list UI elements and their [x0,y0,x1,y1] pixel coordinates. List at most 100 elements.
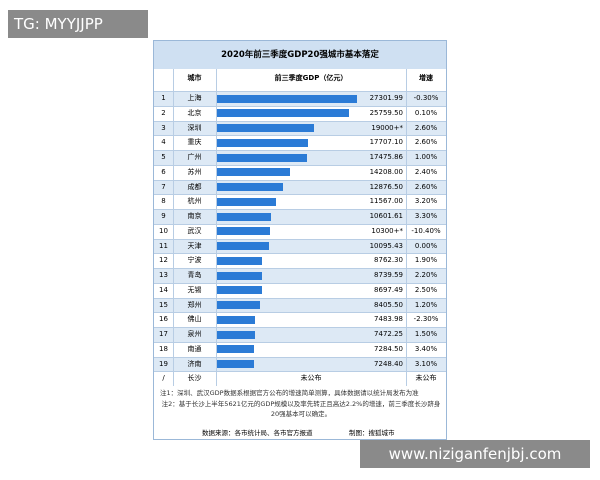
growth: 2.50% [414,285,438,294]
growth: 1.50% [414,330,438,338]
rank: 9 [161,212,166,220]
rank: 4 [161,138,166,147]
table: 2020年前三季度GDP20强城市基本落定 城市 前三季度GDP（亿元） 增速 … [153,40,447,440]
bar [217,345,255,354]
bar [217,109,350,118]
city: 无锡 [187,285,202,294]
rank: 6 [161,167,166,176]
bar [217,256,262,265]
city: 上海 [187,94,202,102]
city: 佛山 [187,315,202,324]
value-label: 7483.98 [374,315,403,324]
rank: 17 [159,330,168,338]
bar [217,286,262,295]
city: 济南 [187,359,202,368]
bar [217,301,261,309]
value-label: 27301.99 [369,94,403,102]
rank: 18 [159,344,168,353]
growth: 2.60% [414,138,438,147]
title: 2020年前三季度GDP20强城市基本落定 [154,41,446,69]
city: 南京 [187,212,202,220]
header: 城市 [187,74,202,82]
note: 注1：深圳、武汉GDP数据系根据官方公布的增速简单测算，具体数据请以统计局发布为… [160,389,419,397]
city: 南通 [187,344,202,353]
city: 武汉 [187,226,202,235]
bar [217,124,315,132]
growth: 3.10% [414,359,438,368]
city: 宁波 [187,256,202,265]
header: 增速 [419,74,433,82]
rank: 7 [161,182,166,191]
city: 苏州 [187,167,202,176]
bar [217,153,307,162]
city: 天津 [187,241,202,250]
growth: 0.10% [414,108,438,117]
growth: 2.40% [414,167,438,176]
city: 郑州 [187,300,202,309]
value-label: 7284.50 [374,344,403,353]
value-label: 25759.50 [369,108,403,117]
col-divider [406,69,407,386]
site-watermark: www.niziganfenjbj.com [360,440,590,468]
note: 注2：基于长沙上半年5621亿元的GDP规模以及率先转正且高达2.2%的增速，前… [161,400,441,418]
bar [217,360,255,368]
city: 重庆 [187,138,202,147]
growth: 3.40% [414,344,438,353]
value-label: 7472.25 [374,330,403,338]
value-label: 8405.50 [374,300,403,309]
growth: 1.00% [414,153,438,161]
value-label: 8739.59 [374,271,403,279]
growth: 3.20% [414,197,438,206]
rank: 8 [161,197,166,206]
credit: 制图：搜狐城市 [349,429,395,437]
bar [217,330,256,339]
value-label: 14208.00 [369,167,403,176]
bar [217,315,256,324]
growth: 2.20% [414,271,438,279]
bar [217,227,270,236]
row-bg [154,371,446,386]
col-divider [173,69,174,386]
city: 长沙 [187,374,202,383]
rank: 3 [161,123,166,132]
value-label: 10095.43 [369,241,403,250]
bar [217,94,358,103]
value-label: 7248.40 [374,359,403,368]
bar [217,242,269,250]
growth: 1.90% [414,256,438,265]
bar [217,168,290,177]
bar [217,271,262,280]
header: 前三季度GDP（亿元） [274,74,348,82]
rank: 13 [159,271,168,279]
rank: / [162,374,165,383]
rank: 11 [159,241,168,250]
bar [217,212,272,221]
value-label: 17707.10 [369,138,403,147]
rank: 15 [159,300,168,309]
city: 青岛 [187,271,202,279]
value-label: 12876.50 [369,182,403,191]
growth: 2.60% [414,182,438,191]
value-label: 10300+* [371,226,403,235]
growth: -10.40% [411,226,441,235]
growth: 1.20% [414,300,438,309]
bar [217,197,277,206]
growth: 0.00% [414,241,438,250]
city: 广州 [187,153,202,161]
growth: 2.60% [414,123,438,132]
growth: -2.30% [413,315,439,324]
growth: 3.30% [414,212,438,220]
value-label: 8762.30 [374,256,403,265]
city: 成都 [187,182,202,191]
rank: 5 [161,153,166,161]
rank: 19 [159,359,168,368]
city: 北京 [187,108,202,117]
watermark: TG: MYYJJPP [8,10,148,38]
value-label: 11567.00 [369,197,403,206]
growth: 未公布 [415,374,437,383]
value-label: 8697.49 [374,285,403,294]
value-label: 未公布 [300,374,322,383]
rank: 1 [161,94,166,102]
value-label: 17475.86 [369,153,403,161]
